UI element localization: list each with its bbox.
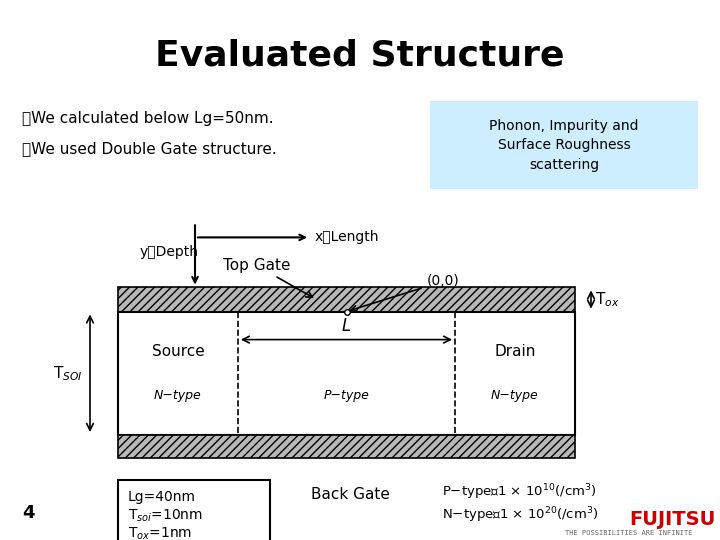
Text: FUJITSU: FUJITSU (629, 510, 715, 529)
Text: ・We used Double Gate structure.: ・We used Double Gate structure. (22, 141, 276, 156)
Text: T$_{SOI}$: T$_{SOI}$ (53, 364, 82, 382)
Bar (118, 480, 270, 540)
Bar (430, 101, 698, 190)
Text: P−type：1 × 10$^{10}$(/cm$^3$): P−type：1 × 10$^{10}$(/cm$^3$) (442, 483, 597, 503)
Text: Drain: Drain (495, 343, 536, 359)
Text: T$_{ox}$: T$_{ox}$ (595, 290, 619, 309)
Text: Phonon, Impurity and
Surface Roughness
scattering: Phonon, Impurity and Surface Roughness s… (490, 119, 639, 172)
Text: Back Gate: Back Gate (310, 488, 390, 502)
Text: N−type: N−type (491, 389, 539, 402)
Text: L: L (342, 316, 351, 335)
Text: x：Length: x：Length (315, 231, 379, 245)
Text: P−type: P−type (323, 389, 369, 402)
Text: T$_{soi}$=10nm: T$_{soi}$=10nm (128, 508, 203, 524)
Bar (118, 435, 575, 458)
Text: Top Gate: Top Gate (222, 258, 312, 297)
Text: N−type：1 × 10$^{20}$(/cm$^3$): N−type：1 × 10$^{20}$(/cm$^3$) (442, 505, 598, 524)
Text: Lg=40nm: Lg=40nm (128, 490, 196, 504)
Text: N−type: N−type (154, 389, 202, 402)
Text: Source: Source (152, 343, 204, 359)
Bar (118, 287, 575, 312)
Text: ・We calculated below Lg=50nm.: ・We calculated below Lg=50nm. (22, 111, 274, 126)
Text: THE POSSIBILITIES ARE INFINITE: THE POSSIBILITIES ARE INFINITE (565, 530, 693, 536)
Text: T$_{ox}$=1nm: T$_{ox}$=1nm (128, 526, 192, 540)
Bar (118, 312, 575, 435)
Text: Evaluated Structure: Evaluated Structure (156, 39, 564, 73)
Text: (0,0): (0,0) (351, 274, 459, 311)
Text: y：Depth: y：Depth (140, 245, 199, 259)
Text: 4: 4 (22, 504, 35, 522)
